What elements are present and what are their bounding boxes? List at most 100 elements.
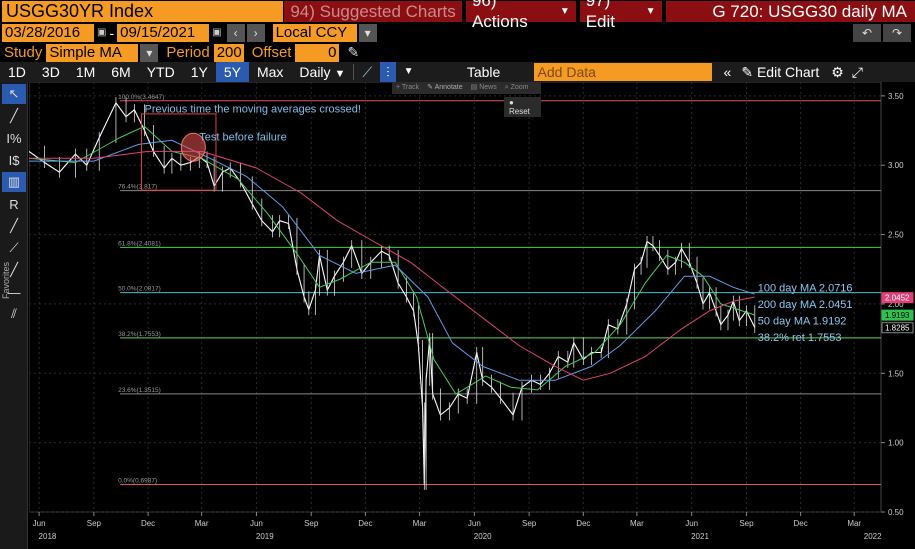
fib-level-label: 23.6%(1.3515) <box>118 387 161 394</box>
x-tick-label: Mar <box>413 519 427 528</box>
period-6m[interactable]: 6M <box>111 64 131 80</box>
pencil-icon[interactable]: ✎ <box>347 44 360 60</box>
y-tick-label: 0.50 <box>888 508 904 517</box>
undo-button[interactable]: ↶ <box>853 23 881 42</box>
x-tick-label: Sep <box>304 519 319 528</box>
table-button[interactable]: Table <box>466 64 501 80</box>
edit-chart-button[interactable]: ✎ Edit Chart <box>741 64 820 80</box>
horizontal-line-icon[interactable]: — <box>7 284 21 300</box>
edit-button[interactable]: 97) Edit ▼ <box>579 0 662 31</box>
x-tick-label: Jun <box>685 519 698 528</box>
segmented-line-icon[interactable]: ⟋ <box>9 240 19 255</box>
expand-icon[interactable]: ⤢ <box>851 64 863 80</box>
track-tool[interactable]: + Track <box>396 84 420 91</box>
chart-type-dropdown-icon[interactable]: ▼ <box>403 66 414 77</box>
zoom-tool[interactable]: ⌕ Zoom <box>504 84 529 91</box>
favorites-label: Favorites <box>1 262 11 300</box>
line-draw-icon[interactable]: ╱ <box>10 108 18 123</box>
period-1d[interactable]: 1D <box>8 64 26 80</box>
period-1y[interactable]: 1Y <box>190 64 208 80</box>
y-tick-label: 3.50 <box>888 92 904 101</box>
prev-range-button[interactable]: ‹ <box>226 23 245 42</box>
fib-level-label: 76.4%(2.817) <box>118 184 157 191</box>
period-ytd[interactable]: YTD <box>146 64 175 80</box>
currency-select[interactable]: Local CCY <box>272 23 357 42</box>
value-badge-label: 1.8285 <box>885 324 910 333</box>
chart-title-box: G 720: USGG30 daily MA <box>665 0 915 22</box>
x-tick-label: Sep <box>739 519 754 528</box>
ticker-field[interactable]: USGG30YR Index <box>2 0 166 22</box>
fib-level-label: 50.0%(2.0817) <box>118 286 161 293</box>
price-chart[interactable]: 100.0%(3.4647) 76.4%(2.817) 61.8%(2.4081) 5… <box>28 81 915 549</box>
fibonacci-icon[interactable]: ▥ <box>2 172 26 192</box>
period-1m[interactable]: 1M <box>75 64 96 80</box>
value-badge-label: 2.0452 <box>885 294 910 303</box>
currency-dropdown-icon[interactable]: ▾ <box>358 23 377 42</box>
news-tool[interactable]: ▤ News <box>470 84 497 91</box>
actions-dropdown-icon: ▼ <box>559 5 570 17</box>
x-tick-label: Dec <box>141 519 155 528</box>
collapse-icon[interactable]: « <box>723 64 732 80</box>
study-select[interactable]: Simple MA <box>46 43 139 62</box>
parallel-lines-icon[interactable]: ⫽ <box>11 306 17 321</box>
chart-tools-row: + Track ✎ Annotate ▤ News ⌕ Zoom <box>392 82 541 94</box>
x-tick-label: Dec <box>576 519 590 528</box>
legend-label: 200 day MA 2.0451 <box>758 299 853 311</box>
period-field[interactable]: 200 <box>213 43 244 62</box>
channel-icon[interactable]: R <box>9 196 19 212</box>
study-dropdown-icon[interactable]: ▾ <box>140 43 159 62</box>
x-tick-label: Jun <box>250 519 263 528</box>
edit-label: 97) Edit <box>585 0 616 31</box>
x-tick-label: Dec <box>358 519 372 528</box>
period-max[interactable]: Max <box>256 64 284 80</box>
annotate-tool[interactable]: ✎ Annotate <box>427 84 463 91</box>
x-tick-label: Jun <box>33 519 46 528</box>
x-tick-label: Dec <box>794 519 808 528</box>
x-year-label: 2018 <box>39 532 57 541</box>
x-tick-label: Mar <box>195 519 209 528</box>
y-tick-label: 3.00 <box>888 161 904 170</box>
toolbar-separator <box>353 64 355 80</box>
frequency-dropdown-icon: ▼ <box>334 68 346 80</box>
x-tick-label: Sep <box>522 519 537 528</box>
chart-panel: 100.0%(3.4647) 76.4%(2.817) 61.8%(2.4081) 5… <box>28 81 915 549</box>
ma-line <box>29 150 755 381</box>
start-date-field[interactable]: 03/28/2016 <box>2 23 94 42</box>
period-3d[interactable]: 3D <box>41 64 60 80</box>
frequency-select[interactable]: Daily ▼ <box>291 62 353 82</box>
value-badge-label: 1.9193 <box>885 311 910 320</box>
period-label: Period <box>166 44 210 61</box>
period-5y[interactable]: 5Y <box>215 62 249 82</box>
next-range-button[interactable]: › <box>246 23 265 42</box>
actions-button[interactable]: 96) Actions ▼ <box>465 0 576 31</box>
chart-tools-popup: + Track ✎ Annotate ▤ News ⌕ Zoom ● Reset <box>392 82 541 117</box>
x-tick-label: Sep <box>87 519 102 528</box>
x-tick-label: Jun <box>468 519 481 528</box>
suggested-charts-button[interactable]: 94) Suggested Charts <box>284 0 462 22</box>
bar-chart-icon[interactable]: ⫶ <box>380 62 396 82</box>
annotate-label: Annotate <box>434 84 463 91</box>
offset-field[interactable]: 0 <box>295 43 340 62</box>
trend-line-icon[interactable]: ╱ <box>10 218 18 233</box>
x-year-label: 2019 <box>256 532 274 541</box>
edit-dropdown-icon: ▼ <box>645 5 656 17</box>
reset-button[interactable]: ● Reset <box>504 97 541 117</box>
add-data-field[interactable]: Add Data <box>533 63 712 81</box>
line-chart-icon[interactable]: ⟋ <box>362 64 373 80</box>
redo-button[interactable]: ↷ <box>883 23 911 42</box>
legend-label: 100 day MA 2.0716 <box>758 282 853 294</box>
news-label: News <box>479 84 497 91</box>
highlight-box <box>141 113 217 191</box>
start-calendar-icon[interactable]: ▣ <box>97 27 107 38</box>
dollar-line-icon[interactable]: I$ <box>8 152 20 168</box>
value-badge <box>881 322 914 334</box>
offset-label: Offset <box>251 44 292 61</box>
cursor-icon[interactable]: ↖ <box>2 84 26 104</box>
percent-line-icon[interactable]: I% <box>6 130 22 146</box>
reset-label: Reset <box>509 107 530 116</box>
edit-chart-label: Edit Chart <box>756 64 820 80</box>
ray-icon[interactable]: ╱ <box>10 262 18 277</box>
settings-icon[interactable]: ⚙ <box>831 64 844 80</box>
end-date-field[interactable]: 09/15/2021 <box>117 23 210 42</box>
end-calendar-icon[interactable]: ▣ <box>212 27 222 38</box>
